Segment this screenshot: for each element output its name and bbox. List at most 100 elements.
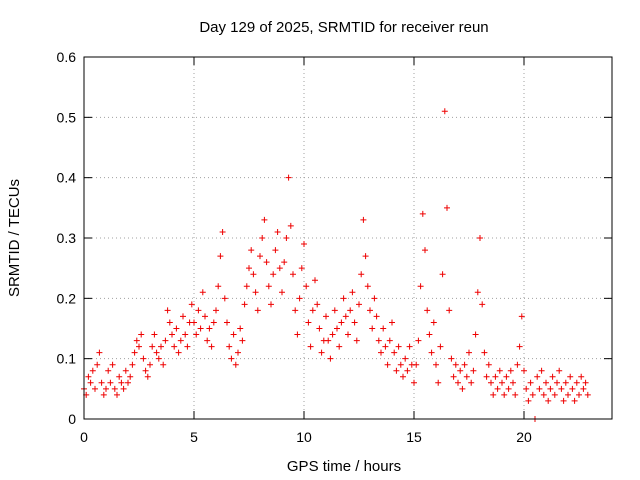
data-point — [272, 247, 279, 254]
data-point — [279, 289, 285, 296]
data-point — [477, 235, 483, 241]
data-point — [393, 367, 400, 374]
data-point — [327, 355, 334, 362]
data-point — [329, 331, 336, 338]
data-point — [147, 361, 153, 368]
data-point — [180, 313, 186, 320]
chart-title: Day 129 of 2025, SRMTID for receiver reu… — [199, 19, 488, 36]
data-point — [543, 379, 549, 386]
data-point — [375, 337, 382, 344]
data-point — [576, 391, 582, 398]
data-point — [265, 283, 272, 290]
data-point — [479, 301, 486, 308]
data-point — [188, 301, 195, 308]
data-point — [358, 271, 365, 278]
data-point — [413, 361, 420, 368]
data-point — [411, 379, 417, 386]
data-point — [118, 379, 125, 386]
x-axis-label: GPS time / hours — [287, 458, 401, 475]
data-point — [122, 367, 129, 374]
data-point — [195, 307, 202, 314]
data-point — [538, 367, 545, 374]
data-point — [129, 361, 136, 368]
data-point — [578, 373, 585, 380]
data-point — [217, 253, 224, 260]
data-point — [424, 307, 431, 314]
data-point — [417, 283, 424, 290]
data-point — [551, 391, 558, 398]
x-tick-label: 20 — [516, 429, 532, 445]
data-point — [158, 343, 164, 350]
data-point — [199, 289, 206, 296]
data-point — [144, 373, 151, 380]
data-point — [298, 265, 305, 272]
data-point — [303, 283, 310, 290]
data-point — [514, 361, 521, 368]
data-point — [116, 373, 123, 380]
data-point — [461, 361, 468, 368]
data-point — [309, 307, 316, 314]
data-point — [305, 319, 312, 326]
data-point — [400, 373, 406, 380]
data-point — [450, 373, 457, 380]
data-point — [444, 204, 450, 211]
data-point — [404, 367, 411, 374]
data-point — [334, 325, 340, 332]
data-point — [558, 385, 565, 392]
data-point — [254, 307, 261, 314]
data-point — [162, 337, 169, 344]
data-points — [81, 108, 591, 422]
data-point — [136, 343, 142, 350]
data-point — [224, 319, 230, 326]
data-point — [294, 331, 301, 338]
data-point — [182, 331, 189, 338]
data-point — [428, 349, 435, 356]
data-point — [397, 361, 404, 368]
data-point — [525, 397, 532, 404]
data-point — [371, 295, 378, 302]
data-point — [281, 259, 288, 266]
data-point — [235, 349, 241, 356]
data-point — [318, 349, 325, 356]
data-point — [380, 325, 387, 332]
data-point — [164, 307, 171, 314]
data-point — [215, 283, 222, 290]
y-tick-label: 0.4 — [57, 170, 77, 186]
data-point — [228, 355, 235, 362]
data-point — [259, 235, 266, 241]
data-point — [571, 397, 578, 404]
data-point — [505, 385, 512, 392]
data-point — [285, 174, 292, 181]
data-point — [114, 391, 120, 398]
data-point — [87, 379, 94, 386]
data-point — [314, 301, 321, 308]
y-tick-label: 0.2 — [57, 290, 77, 306]
data-point — [378, 349, 384, 356]
data-point — [415, 337, 422, 344]
data-point — [243, 283, 250, 290]
data-point — [369, 325, 376, 332]
data-point — [239, 337, 246, 344]
data-point — [125, 379, 131, 386]
data-point — [488, 379, 494, 386]
x-tick-label: 5 — [190, 429, 198, 445]
data-point — [232, 361, 239, 368]
data-point — [208, 343, 215, 350]
data-point — [406, 343, 413, 350]
data-point — [166, 319, 173, 326]
data-point — [391, 349, 398, 356]
data-point — [534, 373, 541, 380]
data-point — [140, 355, 147, 362]
data-point — [292, 307, 299, 314]
data-point — [452, 361, 459, 368]
data-point — [261, 216, 268, 223]
data-point — [274, 228, 281, 235]
data-point — [246, 265, 252, 272]
data-point — [153, 349, 160, 356]
data-point — [96, 349, 103, 356]
data-point — [160, 361, 167, 368]
data-point — [296, 295, 303, 302]
data-point — [540, 391, 547, 398]
data-point — [312, 277, 318, 284]
